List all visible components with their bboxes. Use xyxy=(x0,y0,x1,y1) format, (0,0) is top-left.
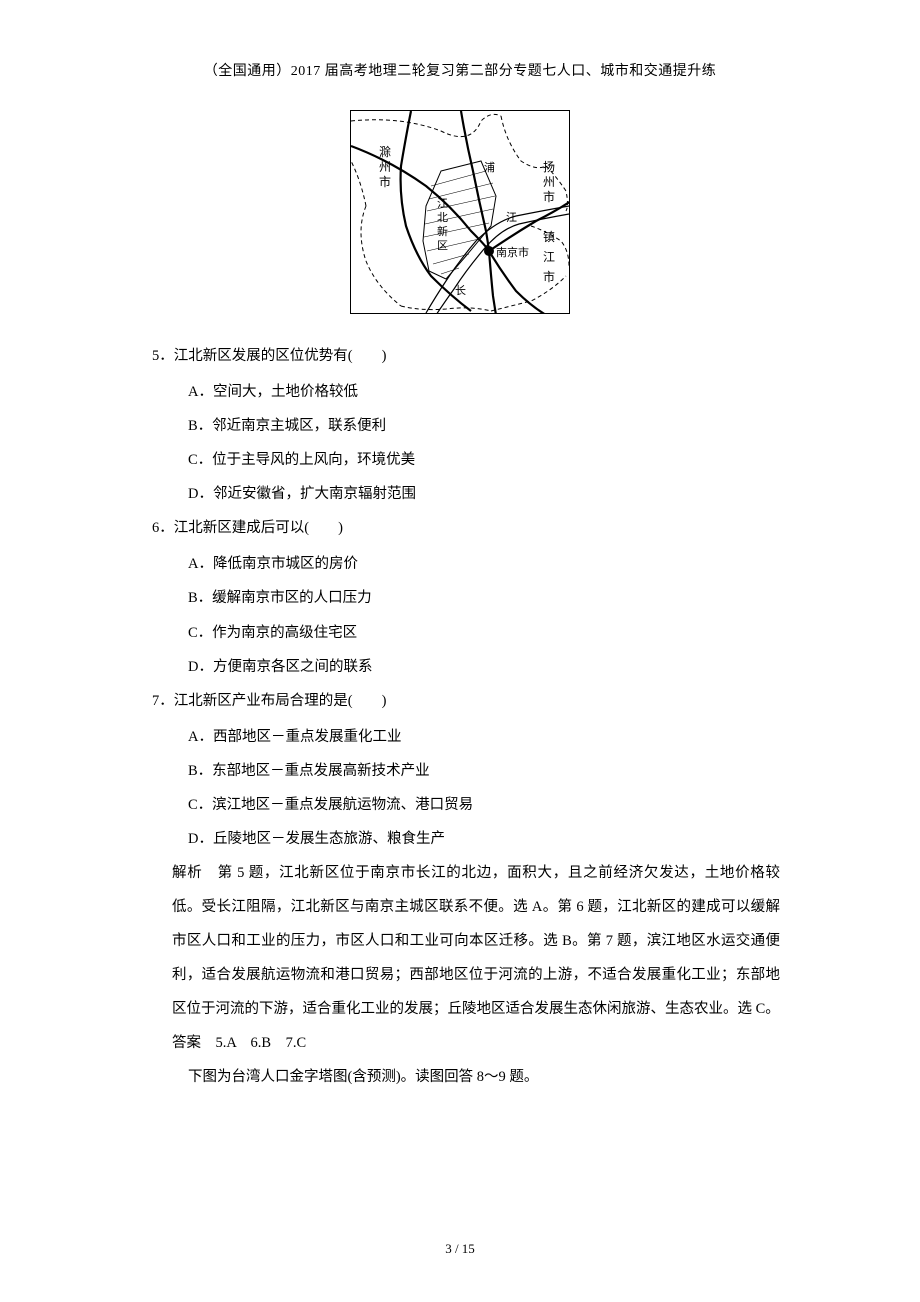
q6-option-d: D．方便南京各区之间的联系 xyxy=(188,650,780,684)
q5-option-a: A．空间大，土地价格较低 xyxy=(188,375,780,409)
map-svg: 滁 州 市 扬 州 市 镇 江 市 江 北 新 区 浦 南京市 江 长 xyxy=(350,110,570,314)
q5-option-d: D．邻近安徽省，扩大南京辐射范围 xyxy=(188,477,780,511)
svg-text:市: 市 xyxy=(543,269,555,284)
svg-text:北: 北 xyxy=(437,211,448,224)
next-passage: 下图为台湾人口金字塔图(含预测)。读图回答 8～9 题。 xyxy=(188,1060,780,1094)
svg-text:市: 市 xyxy=(379,174,391,189)
q6-option-c: C．作为南京的高级住宅区 xyxy=(188,616,780,650)
q7-option-d: D．丘陵地区－发展生态旅游、粮食生产 xyxy=(188,822,780,856)
q7-option-a: A．西部地区－重点发展重化工业 xyxy=(188,720,780,754)
q6-option-b: B．缓解南京市区的人口压力 xyxy=(188,581,780,615)
label-chuzhou: 滁 xyxy=(379,144,391,159)
q7-stem: 7．江北新区产业布局合理的是( ) xyxy=(152,684,780,718)
q5-option-c: C．位于主导风的上风向，环境优美 xyxy=(188,443,780,477)
label-jiangbei: 江 xyxy=(437,197,448,210)
svg-text:江: 江 xyxy=(543,250,555,264)
q5-stem: 5．江北新区发展的区位优势有( ) xyxy=(152,339,780,373)
map-figure: 滁 州 市 扬 州 市 镇 江 市 江 北 新 区 浦 南京市 江 长 xyxy=(140,110,780,314)
q6-stem: 6．江北新区建成后可以( ) xyxy=(152,511,780,545)
label-zhenjiang: 镇 xyxy=(543,230,555,244)
svg-text:浦: 浦 xyxy=(484,161,495,174)
document-page: （全国通用）2017 届高考地理二轮复习第二部分专题七人口、城市和交通提升练 xyxy=(0,0,920,1134)
page-number: 3 / 15 xyxy=(0,1241,920,1257)
label-nanjing: 南京市 xyxy=(496,245,529,259)
label-yangzhou: 扬 xyxy=(543,159,555,174)
q6-option-a: A．降低南京市城区的房价 xyxy=(188,547,780,581)
explanation: 解析 第 5 题，江北新区位于南京市长江的北边，面积大，且之前经济欠发达，土地价… xyxy=(172,856,780,1026)
svg-text:州: 州 xyxy=(543,175,555,189)
q5-option-b: B．邻近南京主城区，联系便利 xyxy=(188,409,780,443)
svg-text:市: 市 xyxy=(543,189,555,204)
q7-option-b: B．东部地区－重点发展高新技术产业 xyxy=(188,754,780,788)
svg-text:区: 区 xyxy=(437,240,448,252)
svg-text:长: 长 xyxy=(455,284,466,297)
svg-text:新: 新 xyxy=(437,224,448,238)
svg-text:州: 州 xyxy=(379,160,391,174)
answer-line: 答案 5.A 6.B 7.C xyxy=(172,1026,780,1060)
q7-option-c: C．滨江地区－重点发展航运物流、港口贸易 xyxy=(188,788,780,822)
svg-text:江: 江 xyxy=(506,211,517,224)
page-header: （全国通用）2017 届高考地理二轮复习第二部分专题七人口、城市和交通提升练 xyxy=(140,60,780,80)
